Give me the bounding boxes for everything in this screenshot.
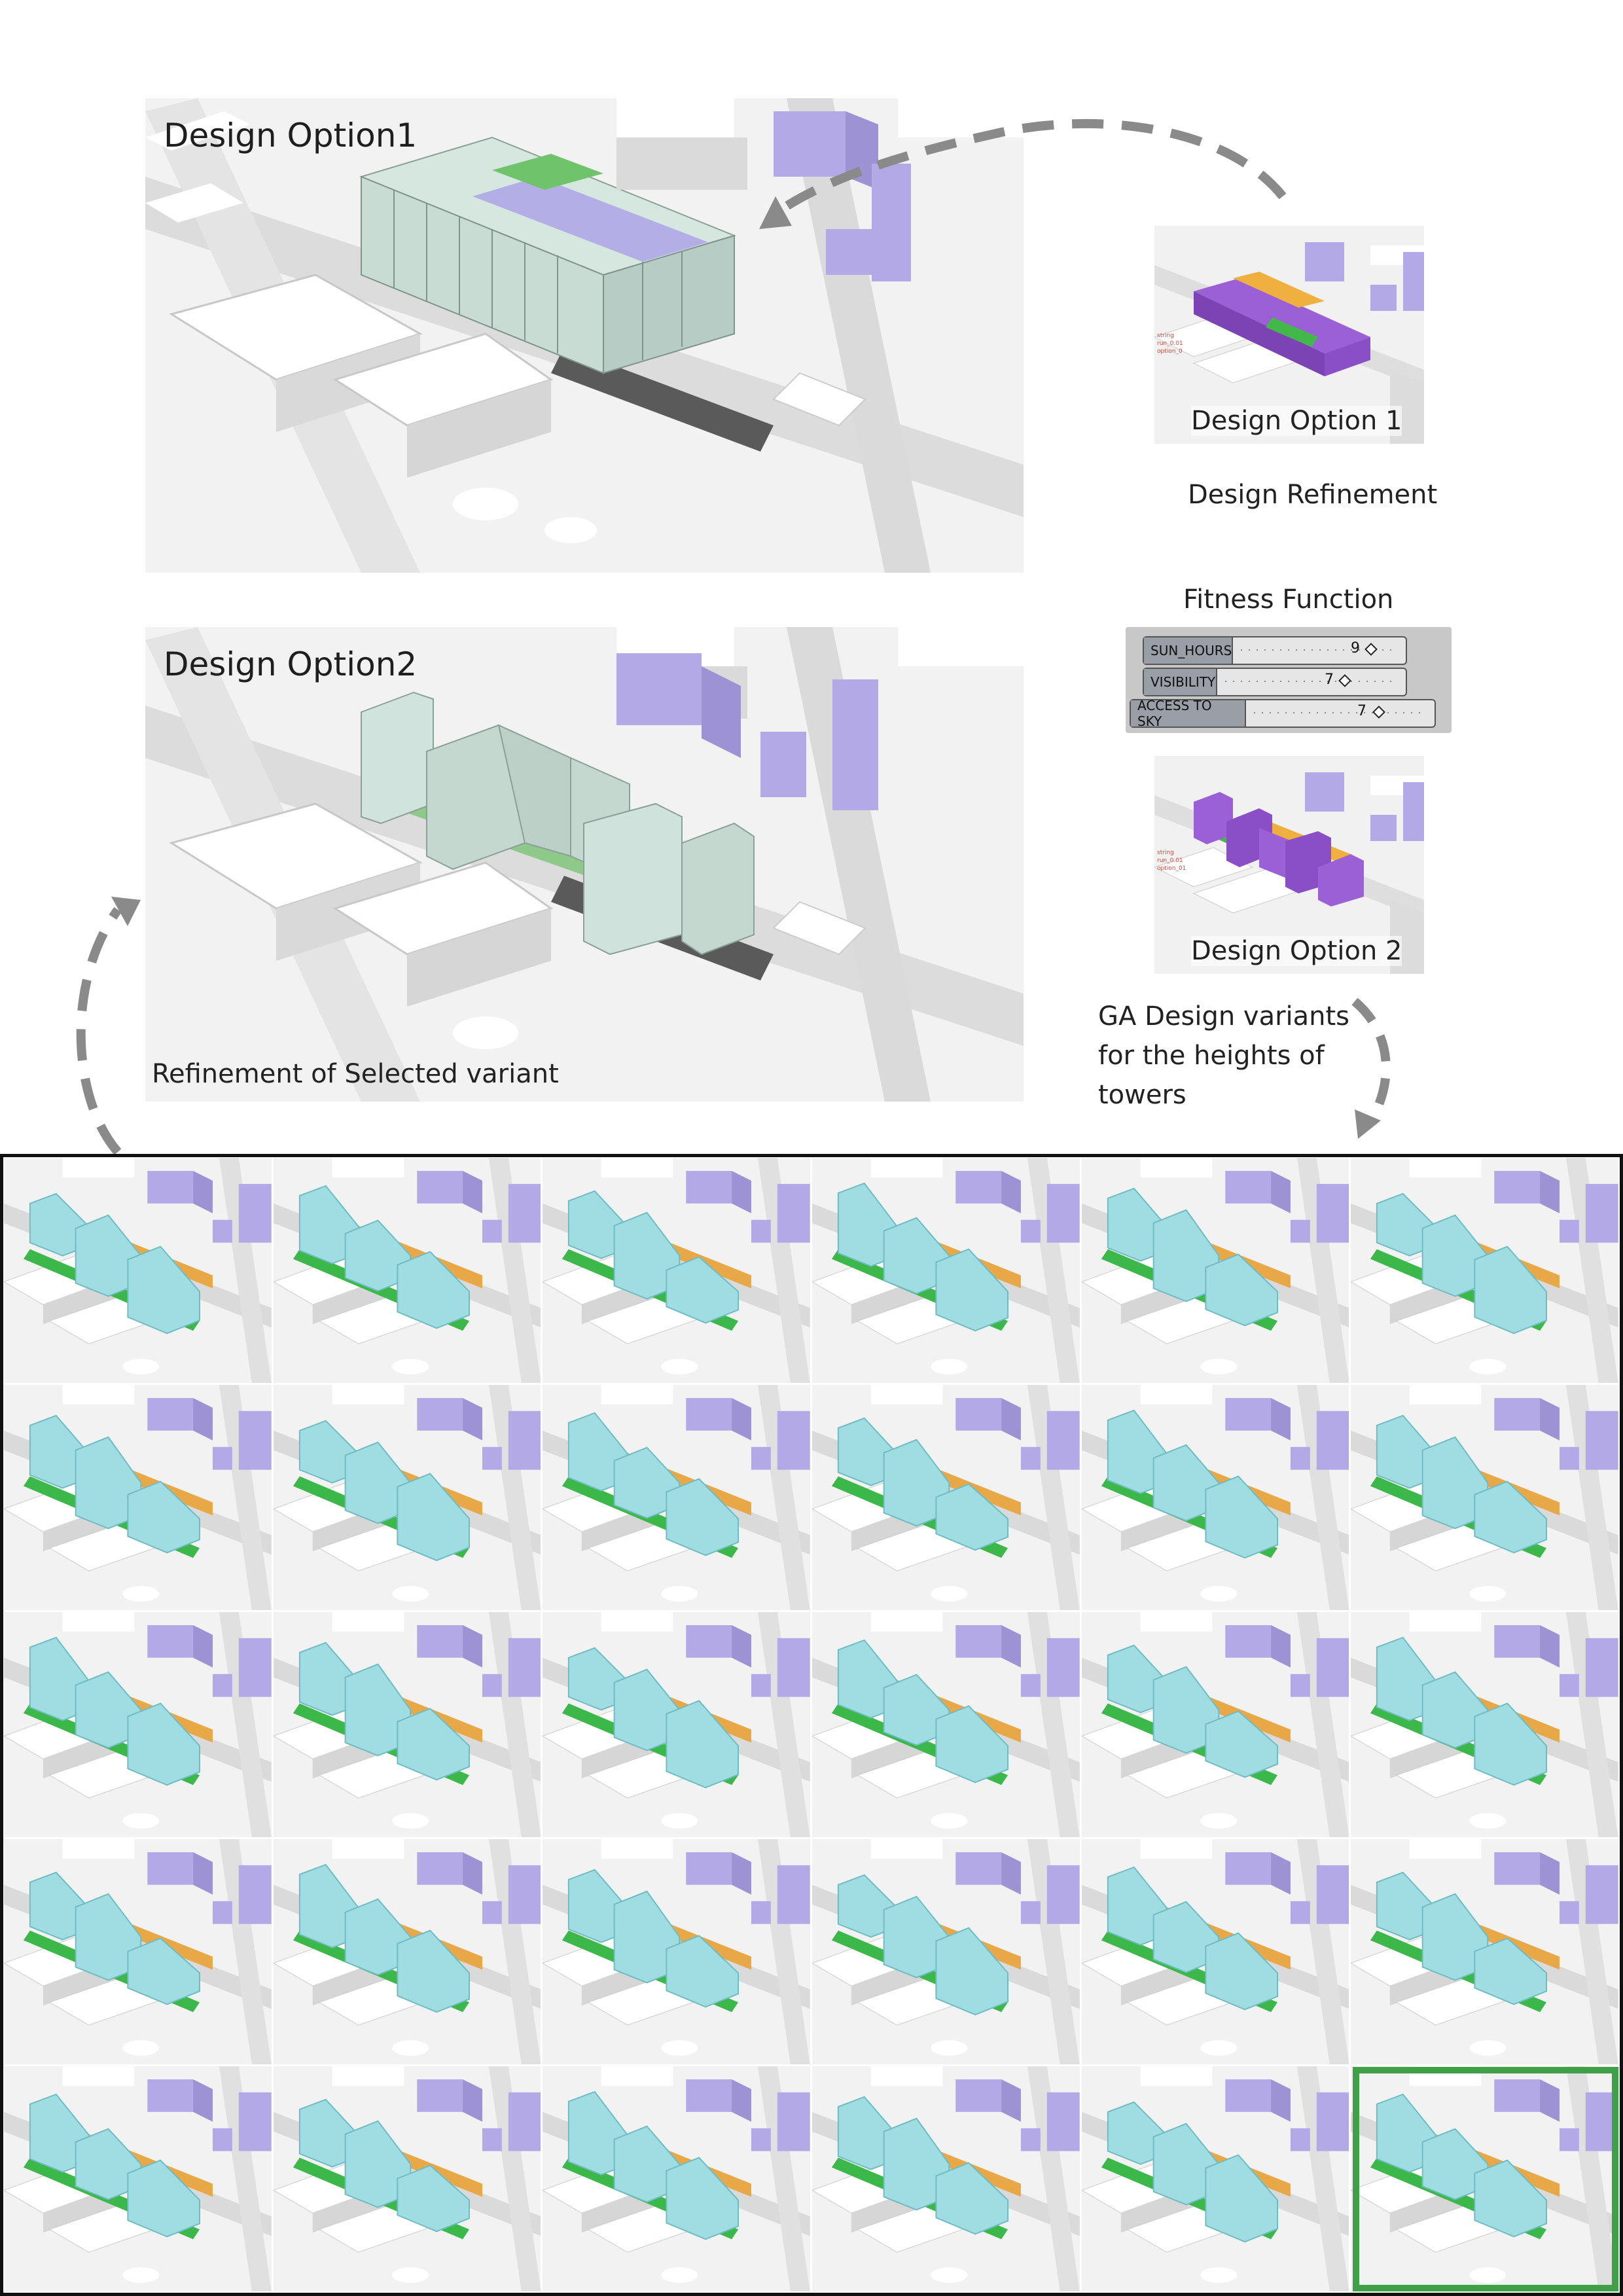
- variant-cell[interactable]: [812, 1158, 1080, 1383]
- variant-cell[interactable]: [812, 1385, 1080, 1610]
- slider-visibility-value: 7: [1325, 672, 1334, 688]
- variant-cell[interactable]: [812, 1612, 1080, 1837]
- variant-cell[interactable]: [4, 1385, 272, 1610]
- variant-cell[interactable]: [543, 1385, 810, 1610]
- slider-access-to-sky-label: ACCESS TO SKY: [1131, 698, 1246, 729]
- slider-sun-hours[interactable]: SUN_HOURS 9: [1143, 636, 1407, 665]
- variant-cell[interactable]: [1081, 1385, 1349, 1610]
- variant-cell[interactable]: [273, 2066, 541, 2291]
- variant-cell[interactable]: [4, 1158, 272, 1383]
- thumb1-caption: Design Option 1: [1191, 406, 1402, 436]
- option1-massing-drawing: [145, 98, 1024, 573]
- arrow-head-variants: [1355, 1109, 1381, 1139]
- variant-cell[interactable]: [4, 1612, 272, 1837]
- ga-variants-grid: [0, 1154, 1623, 2296]
- svg-text:option_01: option_01: [1157, 865, 1186, 872]
- fitness-function-title: Fitness Function: [1183, 584, 1394, 615]
- design-option-2-render: Design Option2 Refinement of Selected va…: [145, 627, 1024, 1102]
- variant-cell[interactable]: [1081, 1839, 1349, 2064]
- variant-cell[interactable]: [1081, 1158, 1349, 1383]
- variant-cell[interactable]: [1351, 2066, 1618, 2291]
- option2-massing-drawing: [145, 627, 1024, 1102]
- variant-cell[interactable]: [1351, 1612, 1618, 1837]
- slider-visibility-label: VISIBILITY: [1144, 669, 1217, 695]
- svg-text:run_0.01: run_0.01: [1157, 340, 1183, 347]
- slider-visibility-knob[interactable]: [1338, 674, 1351, 687]
- svg-text:option_0: option_0: [1157, 348, 1183, 355]
- variant-cell[interactable]: [1081, 1612, 1349, 1837]
- variant-cell[interactable]: [812, 2066, 1080, 2291]
- design-option-1-title: Design Option1: [164, 117, 418, 154]
- variant-cell[interactable]: [543, 2066, 810, 2291]
- svg-text:string: string: [1157, 850, 1174, 856]
- variant-cell[interactable]: [1351, 1385, 1618, 1610]
- variant-cell[interactable]: [1351, 1158, 1618, 1383]
- svg-text:run_0.01: run_0.01: [1157, 857, 1183, 864]
- variant-cell[interactable]: [812, 1839, 1080, 2064]
- variant-cell[interactable]: [1351, 1839, 1618, 2064]
- svg-text:string: string: [1157, 332, 1174, 339]
- variant-cell[interactable]: [273, 1385, 541, 1610]
- design-refinement-label: Design Refinement: [1188, 480, 1438, 510]
- arrow-option2-to-variants: [1351, 997, 1391, 1128]
- slider-access-to-sky[interactable]: ACCESS TO SKY 7: [1130, 698, 1436, 729]
- thumbnail-option-2: string run_0.01 option_01 Design Option …: [1154, 756, 1424, 974]
- selected-variant-highlight: [1353, 2067, 1618, 2291]
- variant-cell[interactable]: [543, 1612, 810, 1837]
- variant-cell[interactable]: [273, 1158, 541, 1383]
- variant-cell[interactable]: [273, 1612, 541, 1837]
- slider-visibility[interactable]: VISIBILITY 7: [1143, 668, 1407, 696]
- arrow-head-option2: [111, 897, 141, 926]
- ga-variants-label-line2: for the heights of: [1098, 1041, 1325, 1071]
- slider-sun-hours-label: SUN_HOURS: [1144, 637, 1233, 664]
- design-option-1-render: Design Option1: [145, 98, 1024, 573]
- variant-cell[interactable]: [543, 1839, 810, 2064]
- slider-sun-hours-knob[interactable]: [1364, 643, 1378, 656]
- fitness-sliders-panel: SUN_HOURS 9 VISIBILITY 7 ACCESS TO SKY 7: [1126, 627, 1452, 733]
- slider-access-to-sky-knob[interactable]: [1372, 706, 1385, 719]
- variant-cell[interactable]: [1081, 2066, 1349, 2291]
- refinement-caption: Refinement of Selected variant: [152, 1059, 559, 1089]
- design-option-2-title: Design Option2: [164, 645, 418, 683]
- arrow-variants-to-option2: [76, 906, 122, 1155]
- thumb2-caption: Design Option 2: [1191, 936, 1402, 966]
- ga-variants-label-line3: towers: [1098, 1080, 1186, 1110]
- thumbnail-option-1: string run_0.01 option_0 Design Option 1: [1154, 226, 1424, 444]
- slider-sun-hours-value: 9: [1351, 640, 1360, 656]
- ga-variants-label-line1: GA Design variants: [1098, 1001, 1350, 1031]
- slider-access-to-sky-value: 7: [1357, 703, 1366, 719]
- variant-cell[interactable]: [4, 2066, 272, 2291]
- variant-cell[interactable]: [273, 1839, 541, 2064]
- variant-cell[interactable]: [4, 1839, 272, 2064]
- variant-cell[interactable]: [543, 1158, 810, 1383]
